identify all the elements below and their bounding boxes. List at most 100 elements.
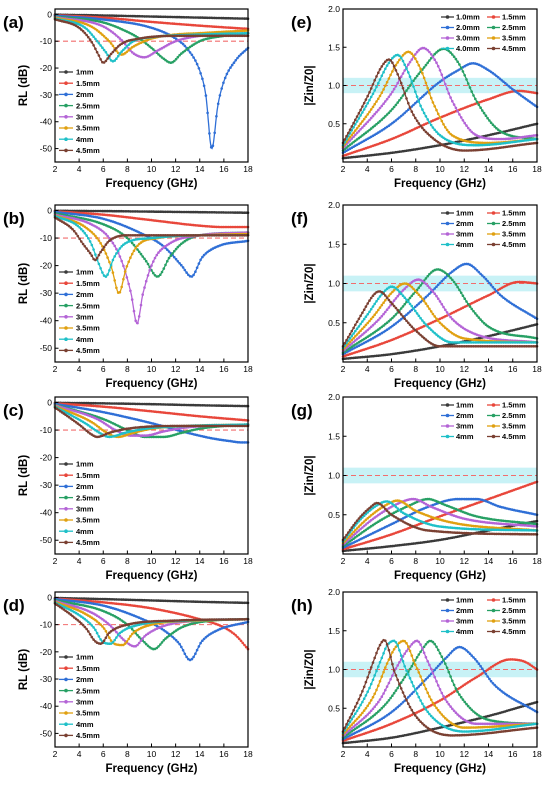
data-point [387, 77, 391, 80]
data-point [419, 104, 422, 108]
data-point [410, 80, 414, 83]
data-point [115, 252, 118, 255]
data-point [188, 210, 192, 214]
data-point [90, 33, 94, 36]
data-point [134, 14, 137, 18]
legend-entry: 1.5mm [502, 13, 526, 22]
data-point [417, 64, 421, 67]
data-point [451, 53, 454, 56]
data-point [106, 256, 109, 259]
data-point [484, 114, 488, 117]
data-point [94, 628, 97, 632]
x-tick-label: 12 [171, 556, 181, 566]
data-point [392, 64, 396, 68]
data-point [92, 209, 95, 213]
data-point [479, 106, 482, 109]
data-point [438, 116, 442, 119]
data-point [357, 117, 361, 120]
data-point [88, 240, 92, 243]
legend-marker [64, 666, 68, 670]
data-point [429, 123, 433, 127]
data-point [104, 243, 108, 246]
data-point [160, 641, 164, 644]
data-point [188, 51, 192, 54]
x-tick-label: 2 [53, 749, 58, 759]
data-point [130, 627, 134, 631]
legend-entry: 4.0mm [456, 44, 480, 53]
data-point [113, 279, 116, 282]
data-point [422, 128, 426, 132]
data-point [218, 94, 222, 97]
data-point [83, 625, 87, 629]
data-point [459, 116, 463, 119]
data-point [101, 641, 104, 645]
data-point [181, 266, 185, 269]
data-point [97, 635, 101, 638]
data-point [150, 210, 153, 213]
data-point [99, 638, 102, 641]
data-point [468, 86, 472, 89]
data-point [180, 52, 183, 55]
data-point [463, 121, 467, 125]
x-tick-label: 8 [125, 749, 130, 759]
series-4mm [341, 53, 539, 147]
data-point [102, 231, 106, 234]
data-point [407, 86, 410, 90]
data-point [456, 60, 459, 63]
data-point [113, 32, 116, 36]
data-point [199, 641, 202, 645]
data-point [167, 256, 171, 260]
legend-marker [64, 473, 68, 478]
data-point [192, 34, 195, 38]
data-point [364, 115, 368, 119]
legend-entry: 2mm [76, 290, 94, 299]
data-point [347, 131, 350, 135]
data-point [130, 210, 134, 213]
data-point [157, 275, 160, 278]
legend-entry: 4.5mm [76, 538, 100, 547]
x-tick-label: 18 [243, 556, 253, 566]
data-point [202, 253, 206, 257]
x-tick-label: 16 [219, 556, 229, 566]
data-point [470, 90, 474, 93]
data-point [123, 42, 127, 46]
data-point [97, 262, 101, 266]
data-point [153, 15, 157, 18]
data-point [92, 626, 95, 629]
legend-marker [64, 315, 68, 319]
x-tick-label: 6 [101, 556, 106, 566]
x-tick-label: 2 [53, 364, 58, 374]
legend-entry: 2mm [76, 675, 94, 684]
data-point [159, 54, 162, 58]
data-point [102, 245, 106, 249]
data-point [87, 29, 90, 32]
panel-a: 2 4 6 8 10 12 14 16 180-10-20-30-40-50Frequency … [3, 8, 253, 190]
data-point [447, 92, 451, 95]
data-point [113, 59, 116, 62]
data-point [76, 209, 80, 213]
data-point [391, 61, 394, 64]
data-point [167, 34, 171, 38]
data-point [389, 59, 392, 62]
data-point [206, 211, 209, 214]
panel-c: 2 4 6 8 10 12 14 16 180-10-20-30-40-50Frequency … [3, 396, 253, 582]
data-point [398, 99, 401, 102]
data-point [202, 210, 206, 214]
data-point [366, 120, 370, 124]
data-point [127, 637, 130, 641]
data-point [157, 210, 160, 213]
data-point [74, 232, 78, 235]
data-point [241, 225, 244, 229]
x-tick-label: 10 [147, 749, 157, 759]
data-point [405, 97, 408, 100]
data-point [192, 56, 195, 59]
data-point [148, 210, 151, 213]
legend-marker [445, 36, 450, 40]
data-point [426, 86, 430, 90]
data-point [234, 34, 237, 38]
data-point [239, 639, 243, 643]
data-point [87, 237, 90, 240]
data-point [99, 44, 102, 47]
series-3.5mm [341, 50, 539, 148]
y-tick-label: -10 [40, 620, 53, 630]
